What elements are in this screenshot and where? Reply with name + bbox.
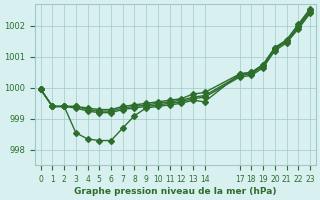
X-axis label: Graphe pression niveau de la mer (hPa): Graphe pression niveau de la mer (hPa) bbox=[74, 187, 276, 196]
